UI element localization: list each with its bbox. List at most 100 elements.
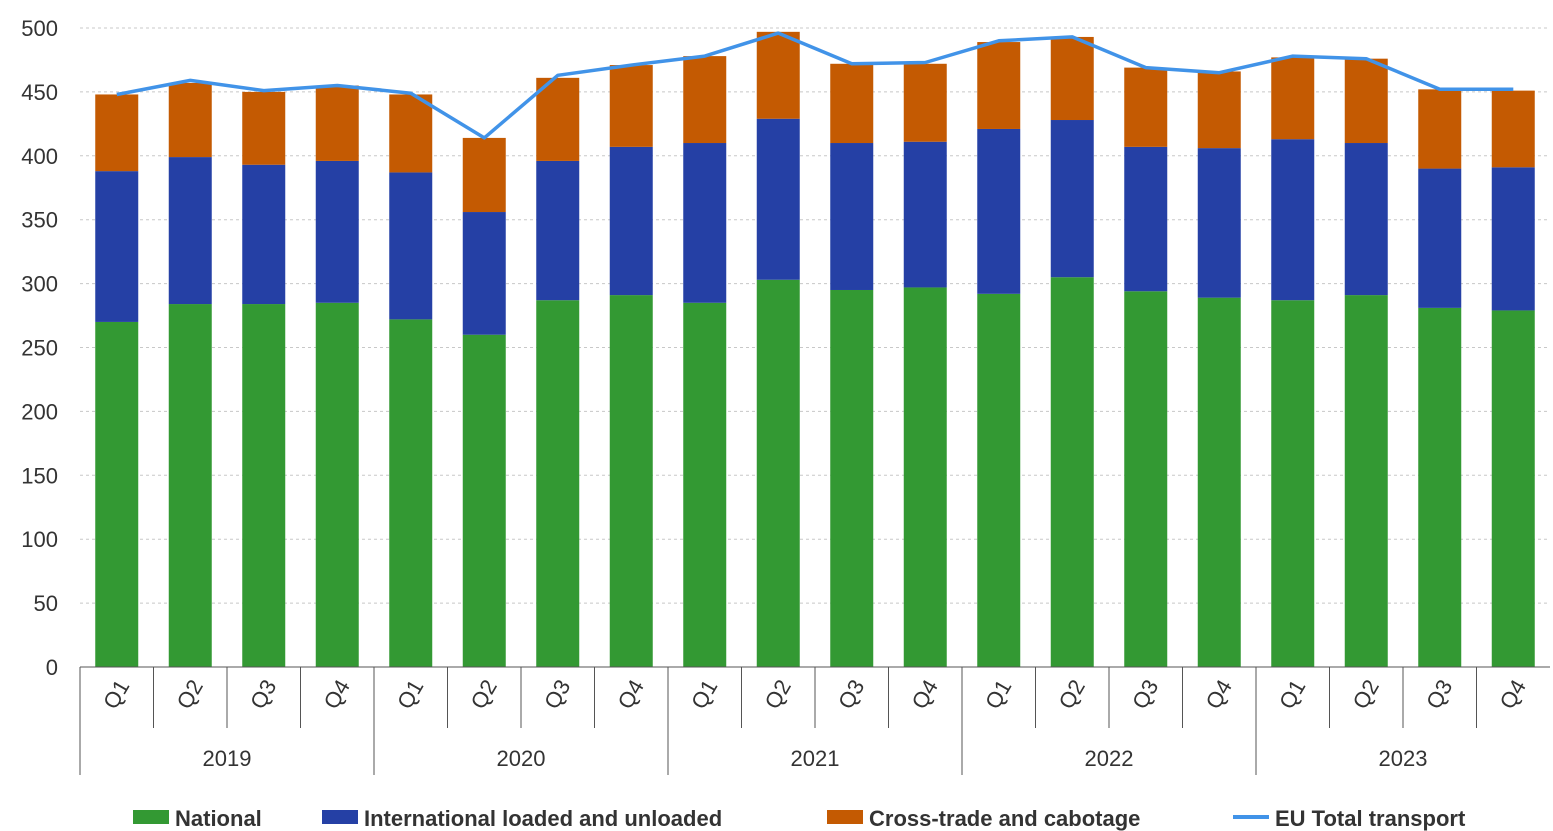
quarter-label: Q2 — [1348, 675, 1384, 713]
bar-segment — [1344, 58, 1388, 144]
bar-segment — [977, 42, 1021, 129]
legend-swatch — [133, 810, 169, 824]
y-tick-label: 350 — [21, 208, 58, 233]
bar-segment — [903, 63, 947, 142]
bar-segment — [1491, 167, 1535, 311]
bar-segment — [756, 118, 800, 280]
bar-segment — [683, 302, 727, 667]
y-tick-label: 250 — [21, 336, 58, 361]
bar-segment — [1418, 168, 1462, 308]
y-tick-label: 0 — [46, 655, 58, 680]
bar-segment — [1124, 67, 1168, 147]
bar-segment — [1271, 57, 1315, 140]
bar-segment — [609, 146, 653, 296]
bar-segment — [1271, 300, 1315, 667]
bar-segment — [683, 143, 727, 303]
bar-segment — [462, 334, 506, 667]
bar-segment — [315, 85, 359, 161]
quarter-label: Q3 — [833, 675, 869, 713]
quarter-label: Q2 — [172, 675, 208, 713]
bar-segment — [389, 94, 433, 173]
bar-segment — [1197, 148, 1241, 298]
bar-segment — [95, 321, 139, 667]
quarter-label: Q1 — [980, 675, 1016, 713]
quarter-label: Q1 — [98, 675, 134, 713]
bar-segment — [1491, 90, 1535, 168]
bar-segment — [536, 77, 580, 161]
year-label: 2019 — [203, 746, 252, 771]
y-tick-label: 500 — [21, 16, 58, 41]
bar-segment — [1197, 71, 1241, 149]
quarter-label: Q4 — [1495, 675, 1531, 713]
x-axis: Q1 Q2 Q3 Q4 Q1 Q2 Q3 Q4 Q1 Q2 Q3 Q4 Q1 Q2 Q3 Q4 Q1 Q2 Q3 Q4… — [79, 666, 1550, 775]
bar-segment — [609, 295, 653, 667]
bar-segment — [315, 302, 359, 667]
bar-segment — [168, 157, 212, 305]
bar-segment — [462, 137, 506, 213]
bar-segment — [830, 289, 874, 667]
legend-swatch — [1233, 815, 1269, 819]
bar-segment — [95, 94, 139, 172]
quarter-label: Q2 — [760, 675, 796, 713]
bar-segment — [242, 91, 286, 165]
bars — [95, 31, 1535, 667]
quarter-label: Q1 — [1274, 675, 1310, 713]
quarter-label: Q1 — [686, 675, 722, 713]
bar-segment — [389, 172, 433, 320]
bar-segment — [168, 304, 212, 667]
quarter-label: Q3 — [1421, 675, 1457, 713]
year-label: 2021 — [791, 746, 840, 771]
y-tick-label: 400 — [21, 144, 58, 169]
bar-segment — [1418, 89, 1462, 169]
bar-segment — [683, 56, 727, 144]
bar-segment — [1491, 310, 1535, 667]
bar-segment — [95, 171, 139, 322]
y-tick-label: 450 — [21, 80, 58, 105]
bar-segment — [462, 212, 506, 335]
bar-segment — [1197, 297, 1241, 667]
bar-segment — [830, 63, 874, 144]
legend-label: International loaded and unloaded — [364, 806, 722, 831]
bar-segment — [977, 293, 1021, 667]
y-tick-label: 300 — [21, 272, 58, 297]
quarter-label: Q4 — [907, 675, 943, 713]
bar-segment — [1050, 277, 1094, 667]
gridlines — [80, 27, 1550, 604]
quarter-label: Q2 — [466, 675, 502, 713]
y-tick-label: 50 — [34, 591, 58, 616]
quarter-label: Q2 — [1054, 675, 1090, 713]
legend-label: National — [175, 806, 262, 831]
bar-segment — [242, 164, 286, 305]
bar-segment — [1344, 295, 1388, 667]
legend-swatch — [322, 810, 358, 824]
bar-segment — [756, 279, 800, 667]
quarter-label: Q4 — [613, 675, 649, 713]
bar-segment — [756, 31, 800, 119]
bar-segment — [536, 300, 580, 667]
bar-segment — [609, 65, 653, 147]
year-label: 2020 — [497, 746, 546, 771]
bar-segment — [903, 287, 947, 667]
total-line — [116, 31, 1514, 140]
bar-segment — [1050, 120, 1094, 278]
quarter-label: Q3 — [539, 675, 575, 713]
y-axis: 0 50 100 150 200 250 300 350 400 450 500 — [21, 16, 58, 680]
bar-segment — [389, 319, 433, 667]
bar-segment — [1124, 291, 1168, 667]
legend-label: Cross-trade and cabotage — [869, 806, 1140, 831]
legend-label: EU Total transport — [1275, 806, 1466, 831]
bar-segment — [1271, 139, 1315, 301]
quarter-label: Q4 — [319, 675, 355, 713]
year-label: 2022 — [1085, 746, 1134, 771]
bar-segment — [315, 160, 359, 303]
bar-segment — [903, 141, 947, 288]
bar-segment — [242, 304, 286, 667]
legend: National International loaded and unloade… — [133, 806, 1466, 831]
legend-swatch — [827, 810, 863, 824]
total-series-line — [116, 31, 1514, 140]
y-tick-label: 150 — [21, 463, 58, 488]
bar-segment — [1344, 143, 1388, 296]
bar-segment — [168, 82, 212, 158]
bar-segment — [536, 160, 580, 301]
